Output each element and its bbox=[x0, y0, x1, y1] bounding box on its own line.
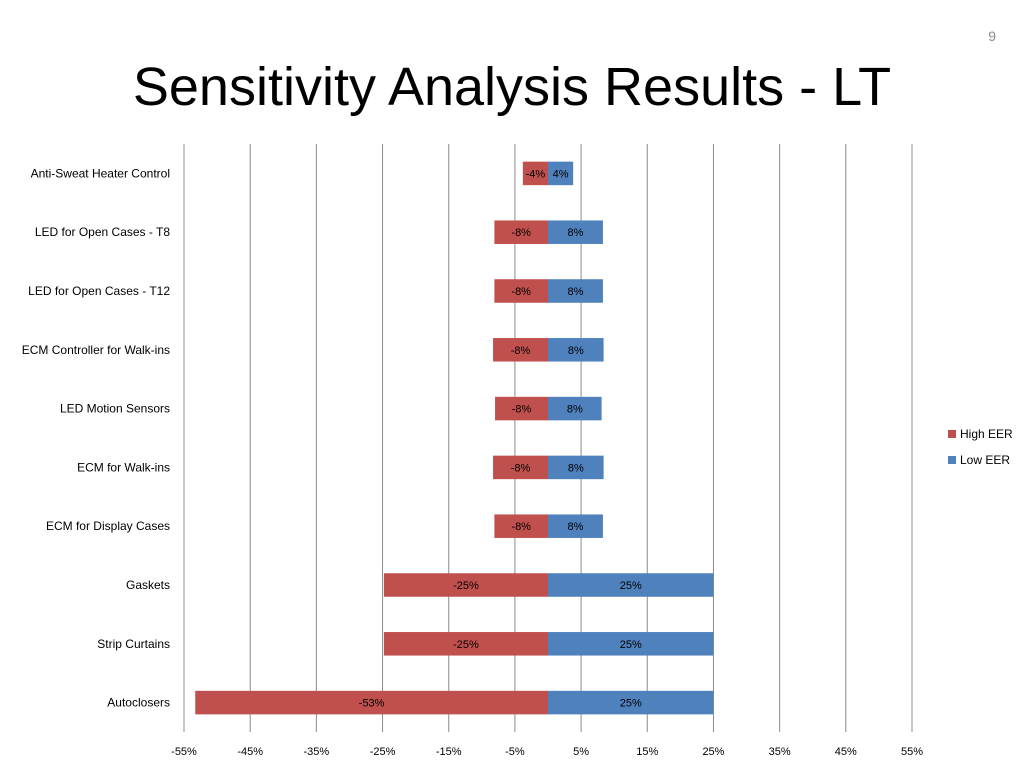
bars bbox=[195, 161, 714, 715]
high-eer-value-label: -8% bbox=[511, 286, 531, 298]
high-eer-value-label: -53% bbox=[359, 698, 385, 710]
high-eer-bar bbox=[383, 632, 548, 656]
category-label: Autoclosers bbox=[107, 696, 170, 710]
legend: High EER Low EER bbox=[948, 427, 1013, 467]
low-eer-bar bbox=[548, 338, 604, 362]
x-tick-label: 5% bbox=[573, 746, 589, 758]
high-eer-value-label: -8% bbox=[512, 404, 532, 416]
low-eer-bar bbox=[548, 161, 574, 186]
low-eer-value-label: 8% bbox=[568, 345, 584, 357]
category-label: Gaskets bbox=[126, 578, 170, 592]
category-label: LED for Open Cases - T8 bbox=[35, 225, 170, 239]
slide-number: 9 bbox=[988, 28, 996, 44]
low-eer-value-label: 8% bbox=[568, 286, 584, 298]
high-eer-value-label: -4% bbox=[526, 168, 546, 180]
category-label: ECM for Walk-ins bbox=[77, 460, 170, 474]
x-tick-label: -35% bbox=[304, 746, 330, 758]
x-tick-label: 35% bbox=[769, 746, 791, 758]
low-eer-bar bbox=[548, 455, 604, 480]
low-eer-value-label: 8% bbox=[568, 521, 584, 533]
low-eer-value-label: 4% bbox=[553, 168, 569, 180]
high-eer-bar bbox=[195, 690, 548, 715]
legend-label-high-eer: High EER bbox=[960, 427, 1013, 441]
high-eer-value-label: -8% bbox=[511, 345, 531, 357]
category-label: LED for Open Cases - T12 bbox=[28, 284, 170, 298]
x-tick-label: 55% bbox=[901, 746, 923, 758]
low-eer-value-label: 8% bbox=[568, 227, 584, 239]
bar-labels: -4% 4% -8% 8% -8% 8% -8% 8% -8% 8% -8% 8% -8% 8% -25% 2… bbox=[359, 168, 642, 709]
category-label: LED Motion Sensors bbox=[60, 402, 170, 416]
x-tick-label: 15% bbox=[636, 746, 658, 758]
high-eer-value-label: -25% bbox=[453, 639, 479, 651]
high-eer-bar bbox=[522, 161, 548, 186]
slide-title: Sensitivity Analysis Results - LT bbox=[132, 57, 892, 117]
low-eer-bar bbox=[548, 573, 714, 597]
high-eer-value-label: -25% bbox=[453, 580, 479, 592]
low-eer-bar bbox=[548, 279, 603, 303]
low-eer-bar bbox=[548, 220, 603, 244]
high-eer-bar bbox=[495, 396, 548, 421]
low-eer-value-label: 25% bbox=[620, 639, 642, 651]
low-eer-bar bbox=[548, 632, 714, 656]
x-tick-label: 25% bbox=[702, 746, 724, 758]
x-axis-tick-labels: -55% -45% -35% -25% -15% -5% 5% 15% 25% 35% 45% 55% bbox=[171, 746, 923, 758]
low-eer-value-label: 8% bbox=[567, 404, 583, 416]
x-tick-label: 45% bbox=[835, 746, 857, 758]
high-eer-bar bbox=[494, 514, 548, 538]
x-tick-label: -15% bbox=[436, 746, 462, 758]
high-eer-bar bbox=[493, 338, 548, 362]
high-eer-bar bbox=[383, 573, 548, 597]
low-eer-value-label: 25% bbox=[620, 698, 642, 710]
high-eer-bar bbox=[493, 455, 548, 480]
x-tick-label: -55% bbox=[171, 746, 197, 758]
x-tick-label: -5% bbox=[505, 746, 525, 758]
category-label: ECM for Display Cases bbox=[46, 519, 170, 533]
high-eer-bar bbox=[494, 279, 548, 303]
high-eer-bar bbox=[494, 220, 548, 244]
legend-label-low-eer: Low EER bbox=[960, 453, 1010, 467]
high-eer-value-label: -8% bbox=[511, 462, 531, 474]
legend-swatch-high-eer bbox=[948, 430, 956, 438]
low-eer-bar bbox=[548, 514, 603, 538]
low-eer-value-label: 25% bbox=[620, 580, 642, 592]
legend-swatch-low-eer bbox=[948, 456, 956, 464]
high-eer-value-label: -8% bbox=[511, 521, 531, 533]
category-label: ECM Controller for Walk-ins bbox=[22, 343, 170, 357]
high-eer-value-label: -8% bbox=[511, 227, 531, 239]
category-labels: Anti-Sweat Heater Control LED for Open Ca… bbox=[22, 166, 171, 709]
low-eer-value-label: 8% bbox=[568, 462, 584, 474]
category-label: Strip Curtains bbox=[97, 637, 170, 651]
low-eer-bar bbox=[548, 396, 602, 421]
category-label: Anti-Sweat Heater Control bbox=[31, 166, 170, 180]
x-tick-label: -45% bbox=[237, 746, 263, 758]
x-tick-label: -25% bbox=[370, 746, 396, 758]
low-eer-bar bbox=[548, 690, 714, 715]
